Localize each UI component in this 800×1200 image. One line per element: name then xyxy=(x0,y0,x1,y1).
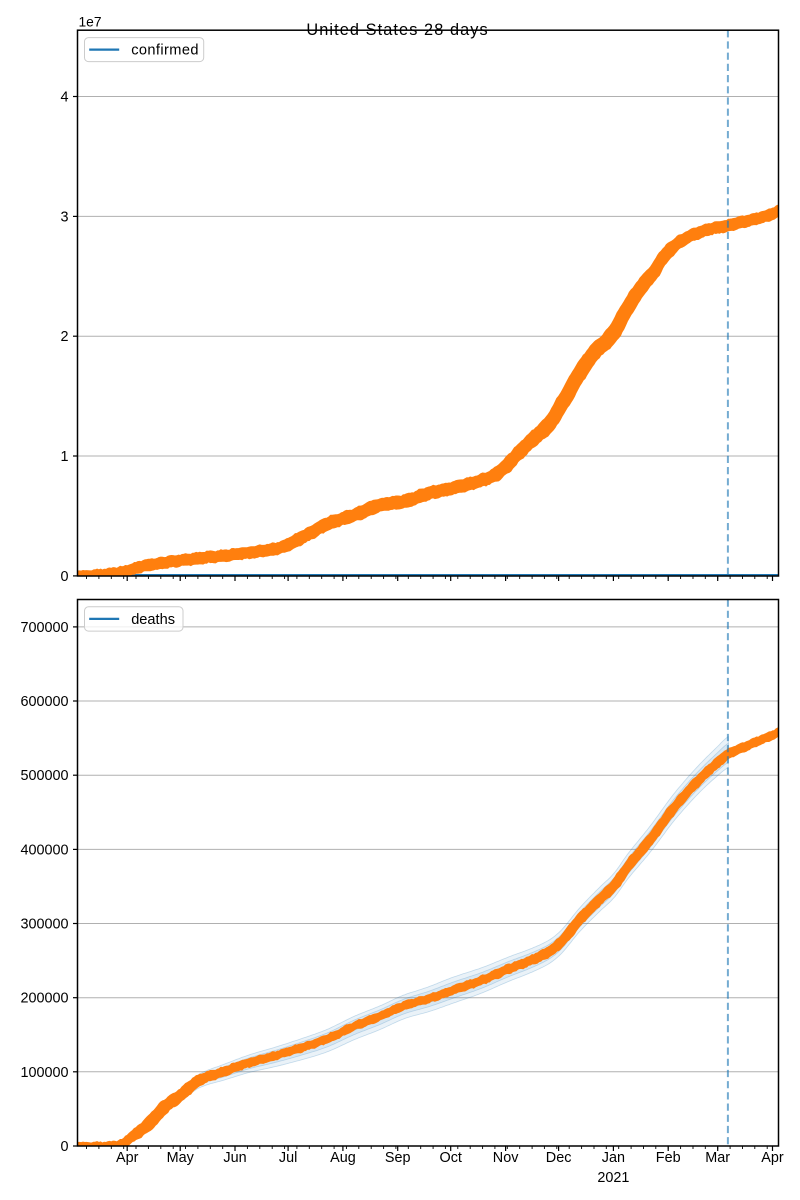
svg-text:600000: 600000 xyxy=(20,694,68,710)
svg-text:Apr: Apr xyxy=(761,1150,784,1166)
svg-text:Sep: Sep xyxy=(385,1150,411,1166)
svg-text:1e7: 1e7 xyxy=(79,15,102,30)
svg-text:confirmed: confirmed xyxy=(131,43,199,59)
svg-text:Nov: Nov xyxy=(493,1150,519,1166)
svg-text:Mar: Mar xyxy=(705,1150,730,1166)
svg-text:300000: 300000 xyxy=(20,917,68,933)
svg-text:500000: 500000 xyxy=(20,768,68,784)
svg-text:United States 28 days: United States 28 days xyxy=(306,21,488,39)
svg-text:Aug: Aug xyxy=(330,1150,356,1166)
svg-text:Oct: Oct xyxy=(440,1150,462,1166)
svg-text:Feb: Feb xyxy=(656,1150,681,1166)
svg-text:2021: 2021 xyxy=(597,1170,629,1186)
svg-text:400000: 400000 xyxy=(20,842,68,858)
svg-text:deaths: deaths xyxy=(131,612,175,628)
svg-text:Jan: Jan xyxy=(602,1150,625,1166)
svg-text:Jun: Jun xyxy=(223,1150,246,1166)
svg-text:0: 0 xyxy=(60,569,68,585)
svg-text:Apr: Apr xyxy=(116,1150,139,1166)
svg-text:1: 1 xyxy=(60,449,68,465)
svg-text:100000: 100000 xyxy=(20,1065,68,1081)
svg-text:200000: 200000 xyxy=(20,991,68,1007)
svg-text:2: 2 xyxy=(60,329,68,345)
svg-text:Jul: Jul xyxy=(279,1150,297,1166)
svg-text:3: 3 xyxy=(60,209,68,225)
svg-text:May: May xyxy=(167,1150,195,1166)
svg-text:0: 0 xyxy=(60,1139,68,1155)
svg-text:700000: 700000 xyxy=(20,620,68,636)
svg-text:Dec: Dec xyxy=(546,1150,572,1166)
svg-text:4: 4 xyxy=(60,90,68,106)
